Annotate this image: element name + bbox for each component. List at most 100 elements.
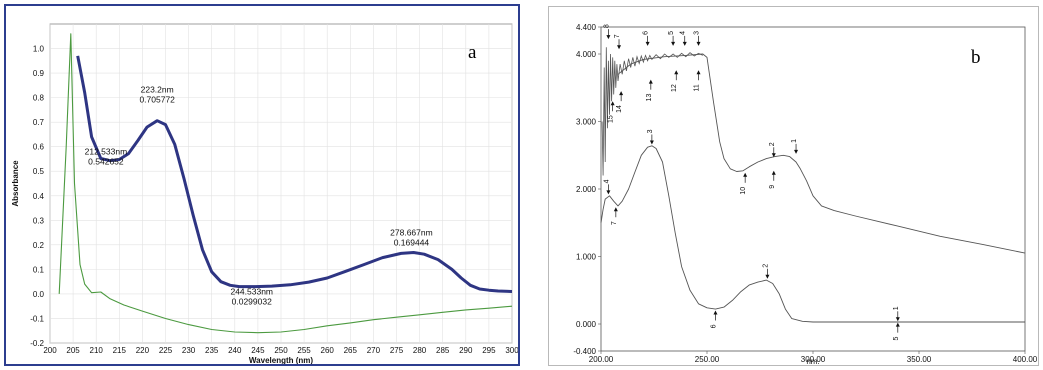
series-line-b-2 [600, 145, 1025, 323]
x-axis-title-a: Wavelength (nm) [249, 356, 313, 364]
noise-trace-b [601, 47, 703, 176]
x-tick-label-b: 300.00 [801, 355, 826, 364]
y-tick-label-a: -0.2 [30, 339, 44, 348]
y-tick-label-a: 0.4 [33, 192, 45, 201]
x-tick-label-a: 200 [43, 346, 57, 355]
x-tick-label-a: 205 [66, 346, 80, 355]
peak-marker-head-b [606, 35, 611, 40]
x-tick-label-a: 270 [367, 346, 381, 355]
peak-marker-label-b: 7 [614, 34, 621, 38]
y-tick-label-a: -0.1 [30, 314, 44, 323]
peak-marker-label-b: 14 [616, 105, 623, 113]
x-tick-label-a: 250 [274, 346, 288, 355]
peak-marker-head-b [613, 207, 618, 212]
y-tick-label-a: 1.0 [33, 45, 45, 54]
peak-marker-head-b [682, 41, 687, 46]
x-tick-label-b: 400.00 [1013, 355, 1038, 364]
peak-marker-head-b [696, 70, 701, 75]
x-tick-label-a: 260 [321, 346, 335, 355]
peak-marker-head-b [645, 41, 650, 46]
peak-annotation-a: 0.542652 [88, 157, 124, 167]
peak-marker-head-b [610, 101, 615, 106]
plot-area-b [600, 26, 1026, 352]
peak-annotation-a: 0.0299032 [232, 297, 272, 307]
x-tick-label-a: 255 [297, 346, 311, 355]
series-line-a-2 [58, 33, 513, 334]
chart-panel-a: 200 205 210 215 220 225 230 235 240 245 250 255 260 2… [4, 4, 520, 366]
peak-marker-head-b [765, 274, 770, 279]
peak-marker-head-b [794, 149, 799, 154]
y-tick-label-a: 0.8 [33, 94, 45, 103]
y-tick-label-b: 4.400 [576, 23, 597, 32]
peak-marker-label-b: 5 [893, 337, 900, 341]
x-tick-label-b: 200.00 [589, 355, 614, 364]
x-tick-label-a: 295 [482, 346, 496, 355]
peak-annotation-a: 0.169444 [394, 237, 430, 247]
chart-b-canvas: 200.00 250.00 300.00 350.00 400.00 -0.400 0.00… [573, 23, 1038, 365]
x-tick-label-a: 210 [90, 346, 104, 355]
peak-marker-head-b [696, 41, 701, 46]
x-tick-label-a: 240 [228, 346, 242, 355]
x-tick-label-a: 275 [390, 346, 404, 355]
peak-marker-label-b: 4 [680, 31, 687, 35]
x-tick-label-a: 245 [251, 346, 265, 355]
x-tick-label-a: 280 [413, 346, 427, 355]
chart-a-canvas: 200 205 210 215 220 225 230 235 240 245 250 255 260 2… [11, 23, 518, 364]
y-tick-label-b: -0.400 [573, 347, 596, 356]
peak-annotation-a: 0.705772 [139, 95, 175, 105]
y-tick-label-a: 0.9 [33, 69, 45, 78]
y-tick-label-a: 0.2 [33, 241, 45, 250]
x-tick-label-a: 220 [136, 346, 150, 355]
peak-marker-label-b: 1 [893, 306, 900, 310]
y-tick-label-a: 0.3 [33, 216, 45, 225]
peak-marker-head-b [771, 153, 776, 158]
y-tick-label-b: 3.000 [576, 118, 597, 127]
x-tick-label-a: 230 [182, 346, 196, 355]
x-axis-title-b: nm. [806, 357, 819, 365]
peak-marker-head-b [743, 172, 748, 177]
peak-marker-label-b: 12 [671, 84, 678, 92]
chart-panel-b: 200.00 250.00 300.00 350.00 400.00 -0.400 0.00… [548, 6, 1039, 366]
peak-annotation-a: 212.533nm [85, 147, 128, 157]
peak-annotation-a: 223.2nm [141, 85, 174, 95]
peak-marker-head-b [617, 45, 622, 50]
x-tick-label-a: 285 [436, 346, 450, 355]
peak-marker-head-b [674, 70, 679, 75]
y-tick-label-a: 0.6 [33, 143, 45, 152]
y-tick-label-a: 0.7 [33, 118, 45, 127]
x-tick-label-a: 290 [459, 346, 473, 355]
peak-marker-label-b: 8 [603, 24, 610, 28]
x-tick-label-b: 350.00 [907, 355, 932, 364]
peak-marker-label-b: 13 [646, 94, 653, 102]
peak-marker-label-b: 6 [710, 324, 717, 328]
y-tick-label-b: 1.000 [576, 253, 597, 262]
peak-marker-head-b [771, 170, 776, 175]
peak-marker-label-b: 2 [769, 142, 776, 146]
peak-marker-head-b [895, 322, 900, 327]
peak-annotation-a: 278.667nm [390, 227, 433, 237]
x-tick-label-b: 250.00 [695, 355, 720, 364]
peak-marker-head-b [649, 140, 654, 145]
peak-marker-label-b: 5 [668, 31, 675, 35]
peak-marker-head-b [619, 91, 624, 96]
y-tick-label-b: 4.000 [576, 50, 597, 59]
peak-marker-head-b [648, 79, 653, 84]
x-tick-label-a: 215 [113, 346, 127, 355]
peak-marker-label-b: 7 [611, 221, 618, 225]
peak-marker-head-b [895, 317, 900, 322]
peak-marker-label-b: 10 [740, 187, 747, 195]
peak-marker-label-b: 15 [608, 115, 615, 123]
series-line-a-1 [76, 55, 513, 293]
peak-marker-label-b: 4 [603, 179, 610, 183]
peak-marker-head-b [713, 310, 718, 315]
series-line-b-1 [617, 53, 1026, 254]
peak-marker-head-b [606, 190, 611, 195]
y-tick-label-a: 0.0 [33, 290, 45, 299]
peak-marker-label-b: 2 [762, 264, 769, 268]
peak-marker-label-b: 1 [791, 139, 798, 143]
y-tick-label-b: 2.000 [576, 185, 597, 194]
y-tick-label-a: 0.5 [33, 167, 45, 176]
peak-annotation-a: 244.533nm [230, 287, 273, 297]
peak-marker-label-b: 3 [647, 129, 654, 133]
peak-marker-label-b: 9 [769, 185, 776, 189]
